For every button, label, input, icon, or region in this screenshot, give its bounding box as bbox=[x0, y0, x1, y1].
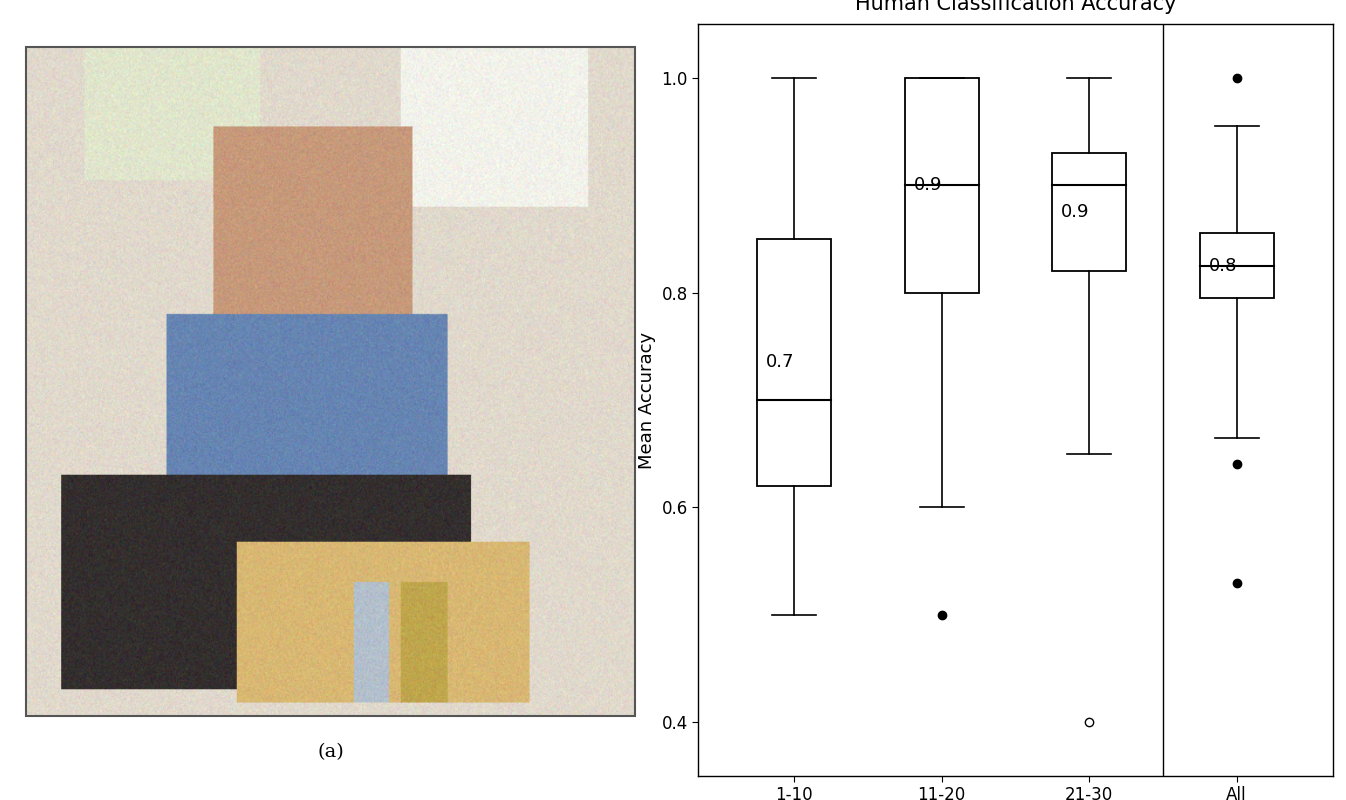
Bar bbox=[905, 78, 979, 293]
Bar bbox=[1053, 153, 1127, 271]
Text: 0.9: 0.9 bbox=[914, 176, 942, 194]
Text: 0.8: 0.8 bbox=[1209, 257, 1237, 274]
Bar bbox=[758, 239, 830, 486]
Text: (a): (a) bbox=[318, 743, 345, 761]
Text: 0.7: 0.7 bbox=[766, 354, 794, 371]
Title: Human Classification Accuracy: Human Classification Accuracy bbox=[855, 0, 1176, 14]
Text: 0.9: 0.9 bbox=[1061, 203, 1090, 221]
Y-axis label: Mean Accuracy: Mean Accuracy bbox=[638, 331, 656, 469]
Bar bbox=[1199, 234, 1273, 298]
